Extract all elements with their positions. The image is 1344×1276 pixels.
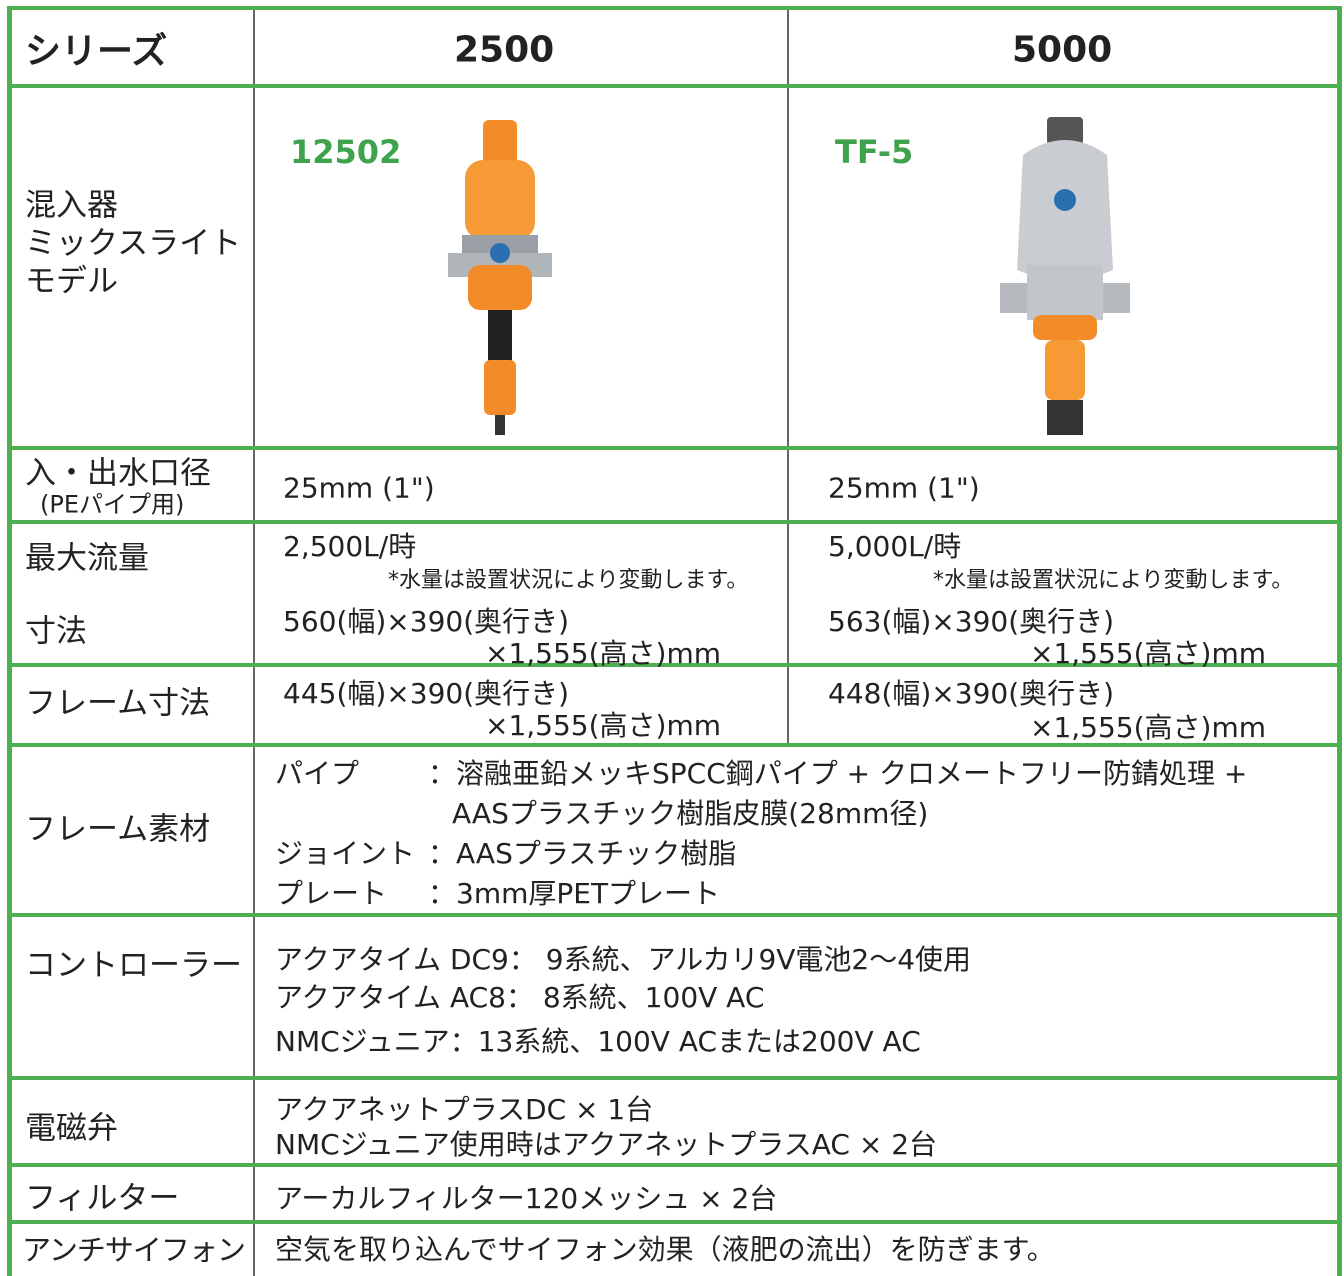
item-text: AASプラスチック樹脂皮膜(28mm径) xyxy=(452,797,929,830)
row-line xyxy=(8,1163,1342,1167)
item-key: プレート xyxy=(275,877,388,910)
row-label: ミックスライト xyxy=(25,225,242,262)
item-text: ：AASプラスチック樹脂 xyxy=(428,837,737,870)
item-key: ジョイント xyxy=(275,837,416,870)
cell-text: 25mm (1") xyxy=(828,471,980,505)
cell-text: 2,500L/時 xyxy=(283,530,417,563)
row-label: アンチサイフォン xyxy=(22,1233,246,1267)
row-label: コントローラー xyxy=(25,947,242,984)
cell-text: 25mm (1") xyxy=(283,471,435,505)
cell-text: ×1,555(高さ)mm xyxy=(1030,711,1267,744)
cell-text: NMCジュニア：13系統、100V ACまたは200V AC xyxy=(275,1025,921,1058)
cell-text: アクアタイム AC8： 8系統、100V AC xyxy=(275,981,765,1014)
row-label: フィルター xyxy=(25,1180,180,1217)
row-label: モデル xyxy=(25,263,118,300)
cell-text: 5,000L/時 xyxy=(828,530,962,563)
row-sublabel: (PEパイプ用) xyxy=(40,490,185,519)
product-image xyxy=(448,120,552,435)
row-label: 入・出水口径 xyxy=(25,455,211,492)
cell-text: 445(幅)×390(奥行き) xyxy=(283,677,570,710)
note: *水量は設置状況により変動します。 xyxy=(388,568,749,593)
row-label: 最大流量 xyxy=(25,540,149,577)
row-label: 電磁弁 xyxy=(25,1110,118,1147)
item-key: パイプ xyxy=(275,757,360,790)
row-line xyxy=(8,913,1342,917)
column-line xyxy=(253,8,255,1276)
row-label: 寸法 xyxy=(25,613,87,650)
row-label: 混入器 xyxy=(25,187,118,224)
row-line xyxy=(8,1076,1342,1080)
note: *水量は設置状況により変動します。 xyxy=(933,568,1294,593)
cell-text: 空気を取り込んでサイフォン効果（液肥の流出）を防ぎます。 xyxy=(275,1233,1055,1266)
cell-text: 448(幅)×390(奥行き) xyxy=(828,677,1115,710)
cell-text: ×1,555(高さ)mm xyxy=(485,709,722,742)
border xyxy=(1337,6,1342,1276)
column-line xyxy=(787,8,789,745)
cell-text: アーカルフィルター120メッシュ × 2台 xyxy=(275,1182,778,1215)
header-column: 2500 xyxy=(454,29,555,71)
cell-text: ×1,555(高さ)mm xyxy=(1030,637,1267,670)
row-line xyxy=(8,663,1342,667)
row-line xyxy=(8,84,1342,88)
border xyxy=(7,6,12,1276)
row-line xyxy=(8,446,1342,450)
cell-text: 560(幅)×390(奥行き) xyxy=(283,605,570,638)
cell-text: NMCジュニア使用時はアクアネットプラスAC × 2台 xyxy=(275,1128,938,1161)
header-column: 5000 xyxy=(1012,29,1113,71)
cell-text: 563(幅)×390(奥行き) xyxy=(828,605,1115,638)
product-image xyxy=(1000,117,1130,435)
row-label: フレーム素材 xyxy=(25,811,211,848)
cell-text: アクアネットプラスDC × 1台 xyxy=(275,1093,654,1126)
row-line xyxy=(8,1220,1342,1224)
model-name: TF-5 xyxy=(835,133,914,171)
row-line xyxy=(8,743,1342,747)
item-text: ：3mm厚PETプレート xyxy=(428,877,721,910)
header-label: シリーズ xyxy=(25,31,168,72)
row-line xyxy=(8,520,1342,524)
row-line xyxy=(8,6,1342,10)
row-label: フレーム寸法 xyxy=(25,685,211,722)
item-text: ：溶融亜鉛メッキSPCC鋼パイプ + クロメートフリー防錆処理 + xyxy=(428,757,1248,790)
cell-text: アクアタイム DC9： 9系統、アルカリ9V電池2〜4使用 xyxy=(275,943,972,976)
cell-text: ×1,555(高さ)mm xyxy=(485,637,722,670)
model-name: 12502 xyxy=(290,133,402,171)
